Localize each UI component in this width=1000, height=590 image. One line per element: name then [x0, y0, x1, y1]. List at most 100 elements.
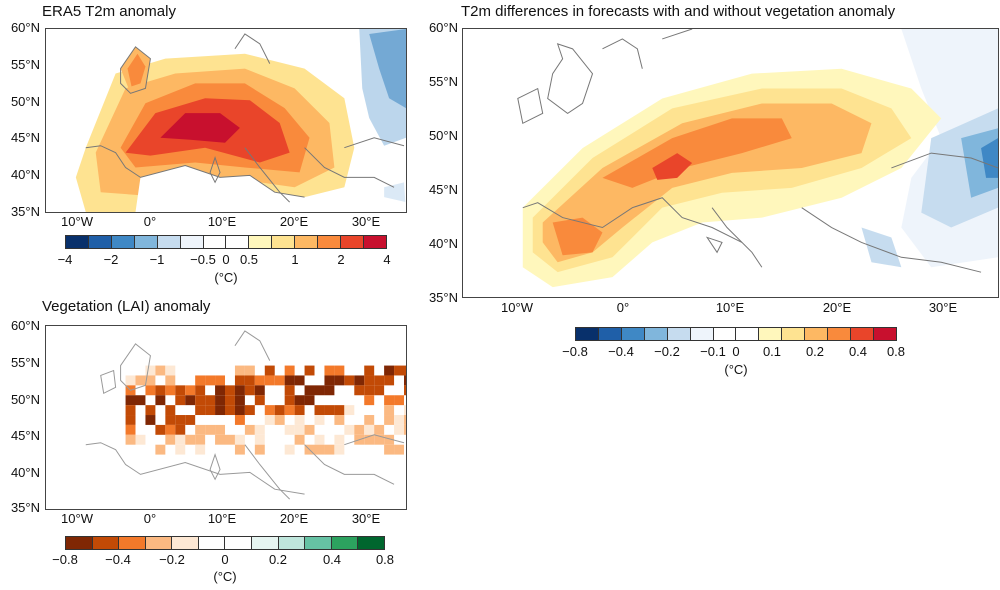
- lai-grid-cell: [215, 434, 226, 445]
- lai-grid-cell: [274, 415, 285, 425]
- lai-grid-cell: [244, 375, 255, 386]
- lai-grid-cell: [125, 405, 136, 416]
- lai-grid-cell: [294, 434, 305, 445]
- diff-colorbar-tick: 0.8: [886, 344, 906, 359]
- lai-grid-cell: [145, 385, 156, 396]
- lai-grid-cell: [404, 415, 406, 425]
- diff-lat-label: 55°N: [428, 74, 458, 89]
- lai-grid-cell: [234, 415, 245, 425]
- era5-colorbar: [65, 235, 387, 249]
- lai-grid-cell: [165, 405, 176, 416]
- era5-lat-label: 40°N: [10, 167, 40, 182]
- diff-colorbar-tick: 0: [732, 344, 740, 359]
- lai-grid-cell: [125, 395, 136, 406]
- lai-grid-cell: [145, 365, 156, 376]
- lai-grid-cell: [264, 375, 275, 386]
- lai-grid-cell: [374, 424, 385, 435]
- lai-grid-cell: [155, 395, 166, 406]
- lai-grid-cell: [185, 415, 196, 425]
- lai-grid-cell: [254, 375, 265, 386]
- era5-colorbar-tick: 1: [291, 252, 299, 267]
- colorbar-cell: [644, 328, 668, 340]
- era5-lat-label: 60°N: [10, 20, 40, 35]
- lai-grid-cell: [215, 375, 226, 386]
- lai-colorbar-tick: −0.4: [105, 552, 131, 567]
- lai-grid-cell: [195, 375, 206, 386]
- era5-lon-label: 0°: [143, 214, 157, 229]
- lai-grid-cell: [195, 395, 206, 406]
- diff-colorbar-tick: 0.1: [762, 344, 782, 359]
- era5-colorbar-tick: −2: [103, 252, 119, 267]
- lai-grid-cell: [394, 444, 405, 455]
- lai-grid-cell: [135, 434, 146, 445]
- lai-grid-cell: [354, 385, 365, 396]
- lai-lat-label: 40°N: [10, 465, 40, 480]
- lai-grid-cell: [344, 405, 355, 416]
- lai-grid-cell: [165, 375, 176, 386]
- lai-grid-cell: [304, 395, 315, 406]
- colorbar-cell: [66, 537, 93, 549]
- diff-lon-label: 0°: [616, 300, 630, 315]
- diff-map: [462, 28, 999, 298]
- lai-grid-cell: [314, 385, 325, 396]
- lai-grid-cell: [244, 424, 255, 435]
- lai-lat-label: 55°N: [10, 355, 40, 370]
- lai-grid-cell: [394, 415, 405, 425]
- colorbar-cell: [134, 236, 158, 248]
- lai-grid-cell: [404, 424, 406, 435]
- lai-grid-cell: [155, 365, 166, 376]
- colorbar-cell: [252, 537, 279, 549]
- lai-colorbar: [65, 536, 385, 550]
- era5-colorbar-tick: −4: [57, 252, 73, 267]
- lai-grid-cell: [244, 385, 255, 396]
- diff-lat-label: 60°N: [428, 20, 458, 35]
- lai-grid-cell: [225, 385, 235, 396]
- lai-grid-cell: [314, 434, 325, 445]
- lai-lat-label: 35°N: [10, 500, 40, 515]
- diff-lon-label: 10°E: [715, 300, 745, 315]
- diff-colorbar-tick: −0.8: [562, 344, 588, 359]
- diff-colorbar-tick: 0.4: [848, 344, 868, 359]
- era5-lat-label: 50°N: [10, 94, 40, 109]
- lai-grid-cell: [384, 434, 395, 445]
- lai-grid-cell: [394, 365, 405, 376]
- lai-grid-cell: [364, 375, 375, 386]
- colorbar-cell: [226, 236, 250, 248]
- lai-grid-cell: [364, 434, 375, 445]
- lai-grid-cell: [374, 434, 385, 445]
- lai-grid-cell: [215, 424, 226, 435]
- era5-lon-label: 30°E: [351, 214, 381, 229]
- diff-lon-label: 10°W: [501, 300, 533, 315]
- lai-grid-cell: [225, 395, 235, 406]
- lai-colorbar-tick: 0.4: [322, 552, 342, 567]
- diff-colorbar-tick: −0.4: [608, 344, 634, 359]
- colorbar-cell: [278, 537, 306, 549]
- lai-grid-cell: [254, 444, 265, 455]
- lai-lon-label: 10°W: [61, 511, 93, 526]
- colorbar-cell: [225, 537, 253, 549]
- era5-lon-label: 10°W: [61, 214, 93, 229]
- era5-colorbar-unit: (°C): [214, 270, 238, 285]
- lai-grid-cell: [394, 395, 405, 406]
- lai-grid-cell: [254, 434, 265, 445]
- lai-grid-cell: [344, 375, 355, 386]
- lai-grid-cell: [304, 385, 315, 396]
- era5-title: ERA5 T2m anomaly: [42, 3, 176, 20]
- colorbar-cell: [598, 328, 622, 340]
- colorbar-cell: [318, 236, 342, 248]
- era5-colorbar-tick: −1: [149, 252, 165, 267]
- lai-grid-cell: [195, 385, 206, 396]
- era5-lon-label: 20°E: [279, 214, 309, 229]
- lai-grid-cell: [205, 424, 216, 435]
- lai-grid-cell: [155, 444, 166, 455]
- lai-grid-cell: [185, 385, 196, 396]
- lai-lon-label: 30°E: [351, 511, 381, 526]
- lai-grid-cell: [254, 424, 265, 435]
- lai-grid-cell: [374, 375, 385, 386]
- era5-lat-label: 45°N: [10, 130, 40, 145]
- colorbar-cell: [358, 537, 384, 549]
- lai-grid-cell: [234, 405, 245, 416]
- lai-grid-cell: [364, 424, 375, 435]
- lai-grid-cell: [294, 424, 305, 435]
- lai-grid-cell: [175, 434, 186, 445]
